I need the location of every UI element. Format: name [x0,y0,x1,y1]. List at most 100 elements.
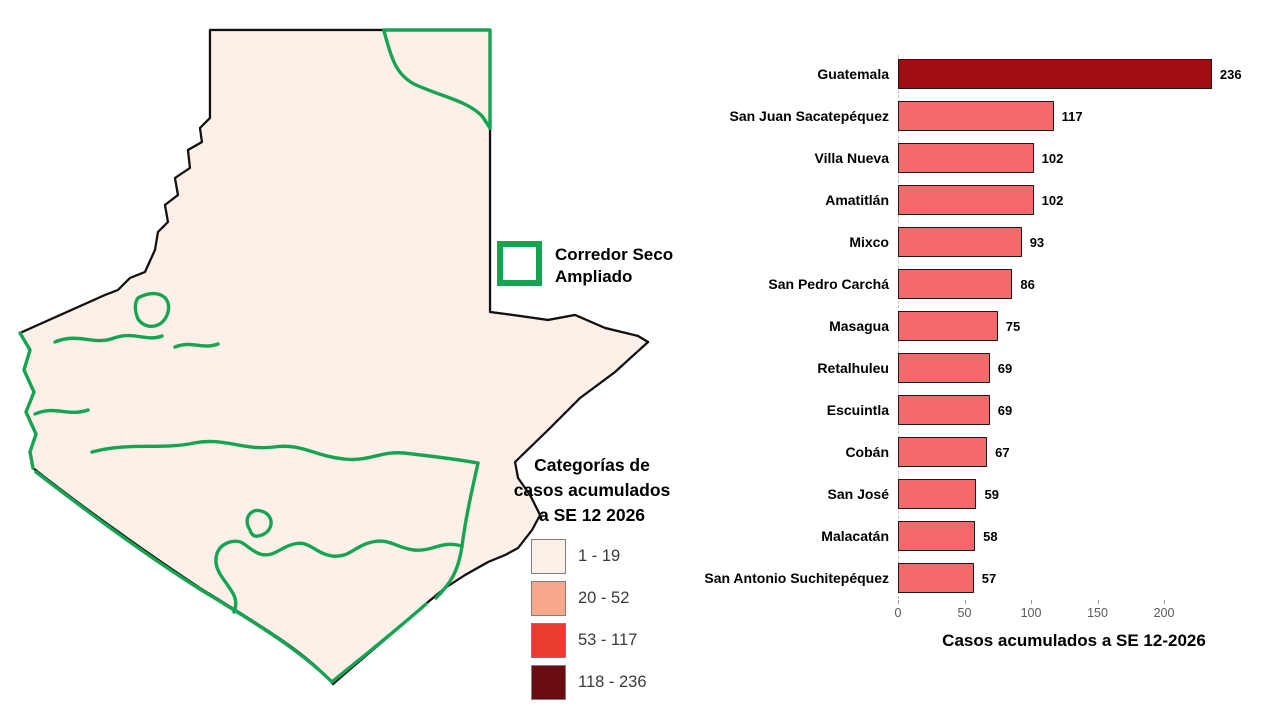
x-tick-label: 150 [1087,606,1108,620]
bar [898,143,1034,173]
bar [898,437,988,467]
bar-row: Retalhuleu 69 [695,347,1255,389]
bar [898,353,990,383]
x-tick-mark [1031,600,1032,604]
bar-row: San José 59 [695,473,1255,515]
bar-value: 236 [1219,66,1242,82]
bar-area: 93 [898,227,1044,257]
bar-label: Cobán [845,444,889,460]
bar [898,227,1022,257]
bar-label: Amatitlán [825,192,889,208]
bar-row: Masagua 75 [695,305,1255,347]
bar [898,563,974,593]
bar-row: San Juan Sacatepéquez 117 [695,95,1255,137]
bar-area: 102 [898,143,1063,173]
x-tick-label: 200 [1153,606,1175,620]
category-range-label: 1 - 19 [578,546,621,565]
bar-label: San Antonio Suchitepéquez [704,570,889,586]
category-range-label: 118 - 236 [578,672,647,691]
bar-label: San Juan Sacatepéquez [729,108,889,124]
category-legend-title: Categorías de casos acumulados a SE 12 2… [492,453,692,528]
bar-value: 93 [1029,234,1045,250]
bar-value: 69 [997,360,1013,376]
category-legend-item: 1 - 19 [492,535,692,577]
bar-area: 75 [898,311,1020,341]
bar-value: 102 [1041,150,1064,166]
corridor-seco-label: Corredor Seco Ampliado [555,241,673,288]
bar [898,59,1212,89]
category-legend-item: 53 - 117 [492,619,692,661]
bar-area: 102 [898,185,1063,215]
x-tick-label: 0 [894,606,902,620]
bar-label: Malacatán [821,528,889,544]
category-legend-items: 1 - 19 20 - 52 53 - 117 118 - 236 [492,535,692,703]
chart-x-axis-title: Casos acumulados a SE 12-2026 [942,631,1206,650]
bar-area: 86 [898,269,1035,299]
bar-row: Guatemala 236 [695,53,1255,95]
bar-value: 69 [997,402,1013,418]
bar-area: 58 [898,521,998,551]
bar-label: San Pedro Carchá [768,276,889,292]
bar-value: 57 [981,570,997,586]
cases-bar-chart: Guatemala 236 San Juan Sacatepéquez 117 Vill… [695,53,1255,651]
bar-area: 59 [898,479,999,509]
bar-area: 69 [898,395,1012,425]
corridor-seco-legend: Corredor Seco Ampliado [497,241,673,288]
bar-row: Villa Nueva 102 [695,137,1255,179]
bar-label: Escuintla [826,402,889,418]
bar-area: 57 [898,563,996,593]
bar-area: 117 [898,101,1083,131]
guatemala-map-panel: Corredor Seco Ampliado Categorías de cas… [18,28,673,700]
category-legend-title-line1: Categorías de [534,455,650,475]
corridor-seco-label-line2: Ampliado [555,267,633,286]
bar [898,101,1054,131]
bar-value: 67 [995,444,1010,460]
bar-label: Masagua [829,318,889,334]
corridor-seco-swatch [497,241,542,286]
category-legend-title-line3: a SE 12 2026 [538,505,646,525]
bar-row: Escuintla 69 [695,389,1255,431]
category-legend-title-line2: casos acumulados [513,480,671,500]
bar-label: Guatemala [817,66,889,82]
bar-area: 69 [898,353,1012,383]
x-tick-mark [964,600,966,604]
bar-row: Amatitlán 102 [695,179,1255,221]
category-legend: Categorías de casos acumulados a SE 12 2… [492,453,692,703]
x-tick-label: 50 [957,606,972,620]
category-legend-item: 20 - 52 [492,577,692,619]
x-tick-mark [1164,600,1165,604]
bar [898,269,1013,299]
bar-label: Retalhuleu [817,360,889,376]
bar-row: Mixco 93 [695,221,1255,263]
bar-area: 236 [898,59,1242,89]
category-legend-item: 118 - 236 [492,661,692,703]
category-range-label: 20 - 52 [578,588,630,607]
x-tick-mark [1097,600,1099,604]
corredor-seco-paths [18,28,492,684]
bar [898,311,998,341]
bar-row: Malacatán 58 [695,515,1255,557]
guatemala-choropleth-map [18,28,650,686]
bar [898,521,976,551]
bar-area: 67 [898,437,1010,467]
bar-label: San José [827,486,889,502]
bar-label: Villa Nueva [814,150,889,166]
bar-label: Mixco [849,234,889,250]
category-swatch [531,538,566,574]
bar-row: San Antonio Suchitepéquez 57 [695,557,1255,599]
x-tick-mark [898,600,899,604]
chart-x-axis: 0 50 100 150 200 [894,599,1198,623]
bar [898,395,990,425]
bar-value: 59 [984,486,999,502]
corridor-seco-label-line1: Corredor Seco [555,245,674,264]
bar-row: Cobán 67 [695,431,1255,473]
bar [898,185,1034,215]
category-swatch [531,622,566,658]
bar-value: 75 [1005,318,1021,334]
category-swatch [531,664,566,700]
bar-value: 117 [1061,108,1083,124]
category-swatch [531,580,566,616]
chart-rows: Guatemala 236 San Juan Sacatepéquez 117 Vill… [695,53,1255,599]
bar-value: 86 [1020,276,1035,292]
bar-value: 102 [1041,192,1064,208]
